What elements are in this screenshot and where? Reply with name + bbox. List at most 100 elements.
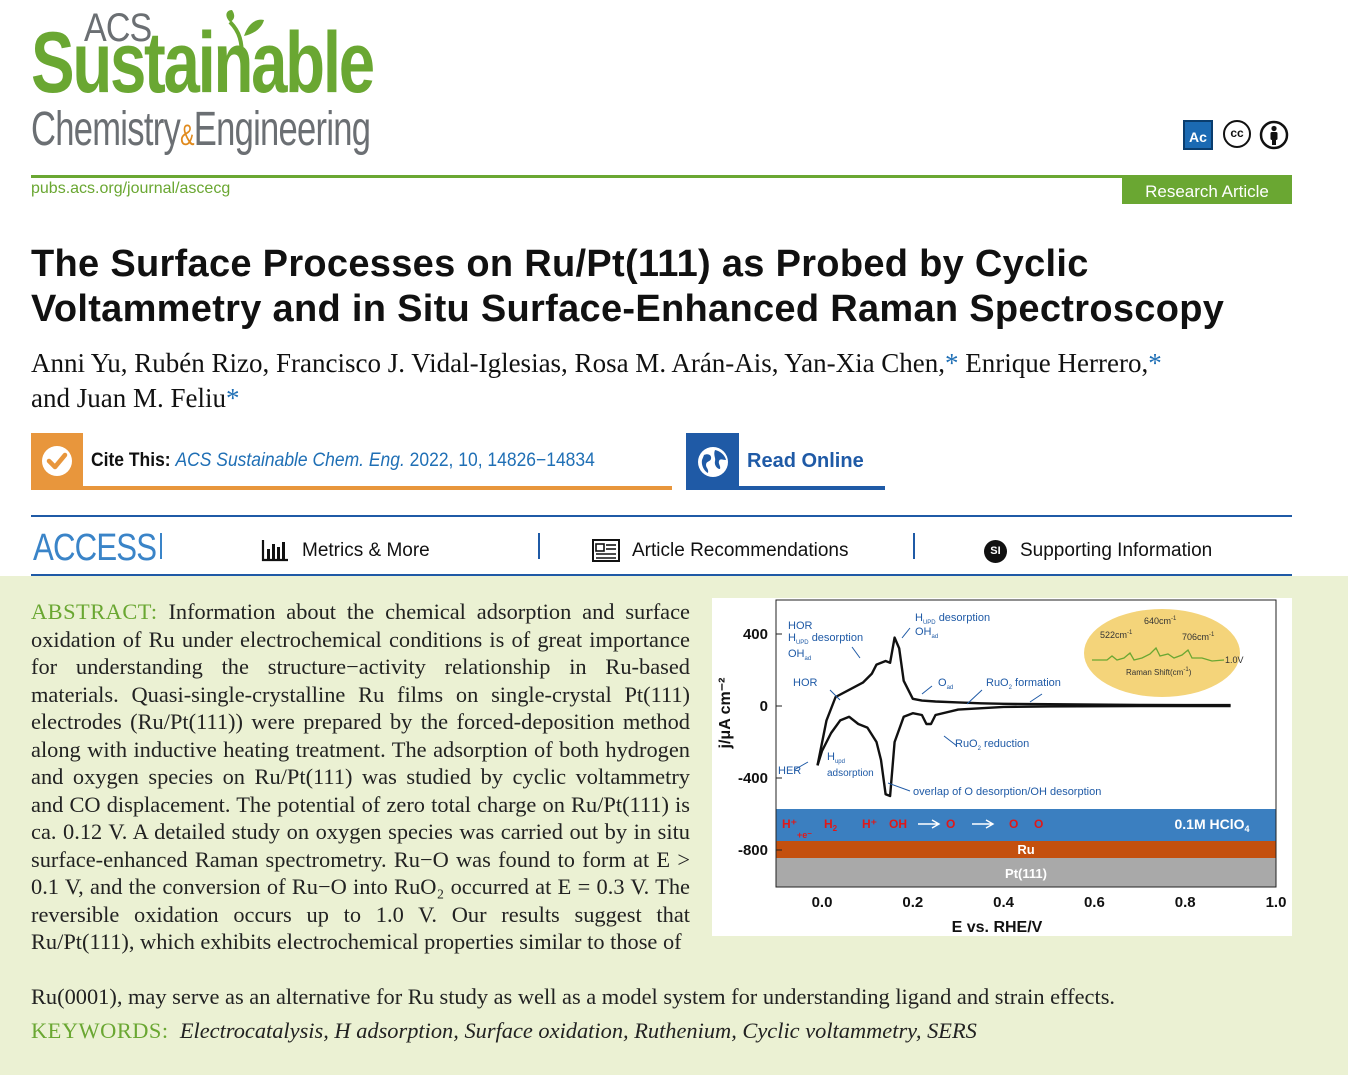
raman-label: 706cm-1 — [1182, 632, 1215, 642]
pt-layer — [776, 858, 1276, 887]
header-rule — [31, 175, 1292, 178]
x-tick-label: 1.0 — [1266, 894, 1287, 911]
species-label: H⁺ — [862, 817, 877, 831]
logo-ampersand: & — [180, 119, 194, 152]
annotation-label: HER — [778, 765, 801, 777]
author-enrique: Enrique Herrero, — [965, 348, 1149, 378]
cite-journal-link[interactable]: ACS Sustainable Chem. Eng. — [175, 450, 405, 471]
electrolyte-layer — [776, 809, 1276, 841]
annotation-label: Hupd — [827, 751, 845, 765]
nav-rule-bottom — [31, 574, 1292, 576]
species-label: O — [1034, 817, 1043, 831]
raman-label: 640cm-1 — [1144, 616, 1177, 626]
cite-this-box[interactable] — [31, 433, 672, 490]
y-tick-label: -800 — [738, 842, 768, 859]
pt-label: Pt(111) — [1005, 866, 1047, 881]
cite-label: Cite This: — [91, 450, 171, 471]
bar-chart-icon[interactable] — [261, 539, 289, 562]
cv-series-line — [816, 636, 1231, 766]
y-tick-label: 0 — [760, 698, 768, 715]
access-divider — [160, 533, 162, 559]
metrics-more-link[interactable]: Metrics & More — [302, 540, 430, 561]
x-tick-label: 0.0 — [812, 894, 833, 911]
cc-icon[interactable]: cc — [1223, 120, 1251, 148]
x-tick-label: 0.8 — [1175, 894, 1196, 911]
species-label: O — [946, 817, 955, 831]
raman-spectrum — [1092, 646, 1225, 662]
raman-inset — [1084, 609, 1240, 697]
cv-chart: 0.1M HClO4 Ru Pt(111) H⁺ +e⁻ H2 H⁺ OH O … — [717, 599, 1287, 936]
annotation-label: HOR — [788, 620, 813, 632]
annotation-label: RuO2 reduction — [955, 738, 1029, 752]
corresponding-mark[interactable]: * — [226, 383, 240, 413]
y-axis-label: j/μA cm⁻² — [717, 678, 734, 750]
raman-axis-label: Raman Shift(cm-1) — [1126, 667, 1192, 677]
logo-chemistry-text: Chemistry — [31, 103, 181, 156]
read-online-label[interactable]: Read Online — [747, 450, 864, 472]
annotation-label: OHad — [788, 648, 811, 662]
corresponding-mark[interactable]: * — [1148, 348, 1162, 378]
y-tick-label: 400 — [743, 626, 768, 643]
ru-layer — [776, 841, 1276, 858]
cite-icon-box[interactable] — [31, 433, 83, 490]
sprout-icon — [226, 10, 264, 58]
si-icon[interactable]: SI — [984, 540, 1007, 563]
logo-sustainable-text: Sustainable — [31, 15, 375, 111]
species-label: +e⁻ — [797, 830, 812, 840]
article-icon[interactable] — [592, 539, 620, 562]
plot-frame — [775, 599, 1277, 888]
checkmark-icon — [42, 446, 72, 476]
nav-divider — [913, 533, 915, 559]
author-list: Anni Yu, Rubén Rizo, Francisco J. Vidal-… — [31, 346, 1296, 416]
article-type-badge: Research Article — [1122, 178, 1292, 204]
article-title: The Surface Processes on Ru/Pt(111) as P… — [31, 243, 1225, 330]
species-label: H⁺ — [782, 817, 797, 831]
annotation-label: HOR — [793, 677, 818, 689]
read-online-button[interactable] — [686, 433, 885, 490]
logo-acs-text: ACS — [84, 6, 152, 50]
authors-line-2: and Juan M. Feliu — [31, 383, 226, 413]
access-label: ACCESS — [33, 527, 157, 569]
abstract-text-continued: Ru(0001), may serve as an alternative fo… — [31, 984, 1115, 1009]
electrolyte-label: 0.1M HClO4 — [1174, 816, 1249, 834]
read-online-icon-box[interactable] — [686, 433, 739, 490]
species-label: H2 — [824, 817, 838, 833]
annotation-label: overlap of O desorption/OH desorption — [913, 786, 1101, 798]
authors-line-1: Anni Yu, Rubén Rizo, Francisco J. Vidal-… — [31, 348, 946, 378]
raman-label: 522cm-1 — [1100, 630, 1133, 640]
acs-icon[interactable]: Ac — [1183, 120, 1213, 150]
annotation-label: OHad — [915, 626, 938, 640]
article-recommendations-link[interactable]: Article Recommendations — [632, 540, 849, 561]
toc-graphic: 0.1M HClO4 Ru Pt(111) H⁺ +e⁻ H2 H⁺ OH O … — [712, 598, 1292, 936]
cv-series-line — [816, 704, 1231, 798]
cite-details-link[interactable]: 2022, 10, 14826−14834 — [409, 450, 595, 471]
keywords-list: Electrocatalysis, H adsorption, Surface … — [179, 1018, 977, 1043]
x-tick-label: 0.2 — [902, 894, 923, 911]
x-tick-label: 0.4 — [993, 894, 1015, 911]
keywords-label: KEYWORDS: — [31, 1018, 169, 1043]
logo-chemistry-engineering: Chemistry&Engineering — [31, 103, 371, 163]
logo-engineering-text: Engineering — [193, 103, 371, 156]
keywords: KEYWORDS: Electrocatalysis, H adsorption… — [31, 1018, 977, 1044]
annotation-label: HUPD desorption — [915, 612, 990, 626]
y-tick-label: -400 — [738, 770, 768, 787]
nav-divider — [538, 533, 540, 559]
annotation-label: adsorption — [827, 768, 874, 779]
species-label: OH — [889, 817, 907, 831]
x-tick-label: 0.6 — [1084, 894, 1105, 911]
abstract-label: ABSTRACT: — [31, 599, 158, 624]
annotation-label: RuO2 formation — [986, 677, 1061, 691]
supporting-information-link[interactable]: Supporting Information — [1020, 540, 1213, 561]
journal-url-link[interactable]: pubs.acs.org/journal/ascecg — [31, 180, 231, 197]
ru-label: Ru — [1017, 842, 1034, 857]
annotation-label: HUPD desorption — [788, 632, 863, 646]
cite-text: Cite This: ACS Sustainable Chem. Eng. 20… — [91, 450, 595, 472]
by-icon[interactable] — [1259, 120, 1289, 150]
species-label: O — [1009, 817, 1018, 831]
corresponding-mark[interactable]: * — [945, 348, 959, 378]
nav-rule-top — [31, 515, 1292, 517]
abstract-text: ABSTRACT: Information about the chemical… — [31, 598, 690, 956]
abstract-body: Information about the chemical adsorptio… — [31, 599, 690, 954]
x-axis-label: E vs. RHE/V — [952, 919, 1043, 936]
globe-icon — [698, 447, 728, 477]
